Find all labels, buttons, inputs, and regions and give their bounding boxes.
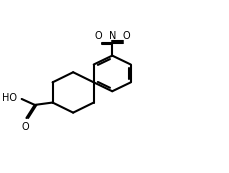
Text: O: O	[123, 31, 130, 41]
Text: HO: HO	[2, 93, 17, 103]
Text: O: O	[22, 122, 29, 132]
Text: O: O	[94, 31, 102, 41]
Text: N: N	[109, 31, 116, 41]
